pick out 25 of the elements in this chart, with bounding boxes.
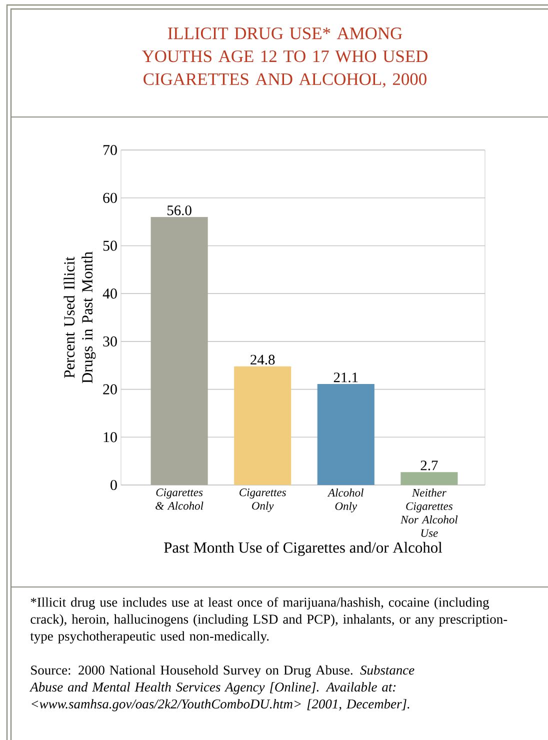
bar [400, 472, 458, 486]
bar [150, 217, 208, 486]
y-tick-label: 60 [103, 192, 117, 203]
x-tick-label: Cigarettes & Alcohol [156, 488, 204, 510]
x-tick-label: Alcohol Only [327, 488, 364, 512]
bar [317, 384, 374, 486]
y-tick-label: 30 [103, 336, 117, 346]
text: *Illicit drug use includes use at least once of marijuana/hashish, cocaine (including crack), heroin, hallucinogens (including LSD and PCP), inhalants, or any prescription-type psychotherapeutic used non-medically. [30, 597, 508, 644]
y-tick-label: 20 [103, 384, 117, 394]
chart-title: ILLICIT DRUG USE* AMONG YOUTHS AGE 12 TO 17 WHO USED CIGARETTES AND ALCOHOL, 2000 [142, 28, 428, 88]
y-tick-label: 40 [102, 288, 117, 299]
x-axis-title: Past Month Use of Cigarettes and/or Alcohol [164, 542, 442, 556]
y-tick-label: 10 [104, 432, 117, 442]
data-label: 21.1 [334, 372, 358, 382]
y-tick-label: 70 [104, 144, 117, 156]
x-tick-label: Neither Cigarettes Nor Alcohol Use [400, 488, 458, 537]
y-tick-label: 50 [103, 240, 117, 251]
data-label: 56.0 [168, 206, 192, 216]
source-note: Source: 2000 National Household Survey on Drug Abuse. Substance Abuse and Mental Health Services Agency [Online]. Available at: <www.samhsa.gov/oas/2k2/YouthComboDU.htm> [2001, December]. [29, 665, 414, 712]
data-label: 24.8 [250, 354, 275, 365]
y-axis-title: Percent Used Illicit Drugs in Past Month [64, 252, 96, 384]
data-label: 2.7 [420, 460, 438, 470]
x-tick-label: Cigarettes Only [240, 488, 286, 512]
bar [234, 366, 292, 486]
y-tick-label: 0 [110, 480, 117, 490]
